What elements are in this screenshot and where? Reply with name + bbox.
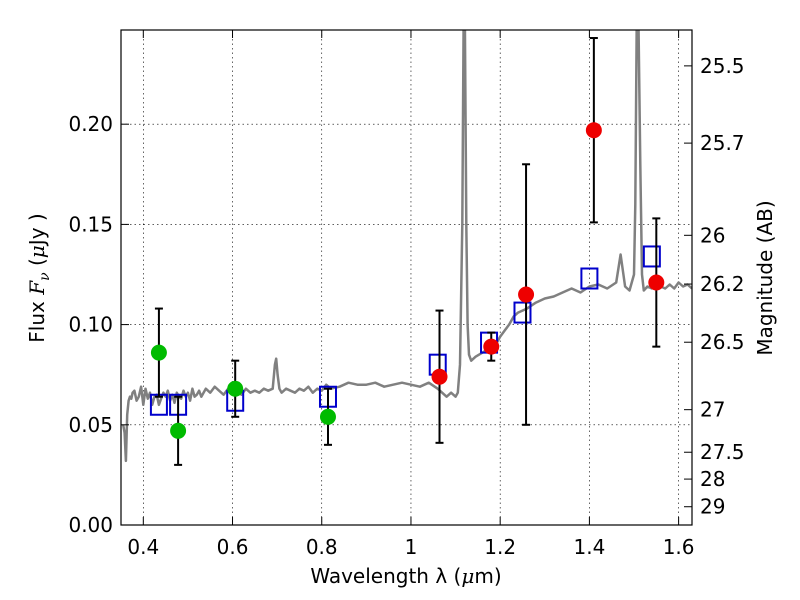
mag-tick-label: 26.5 bbox=[700, 330, 745, 354]
photometry-point bbox=[170, 422, 187, 439]
model-photometry-square bbox=[580, 267, 599, 290]
mag-tick-label: 25.7 bbox=[700, 131, 745, 155]
x-tick-label: 1.6 bbox=[663, 535, 695, 559]
mag-tick-label: 28 bbox=[700, 467, 725, 491]
x-axis-title-mu: μ bbox=[461, 564, 474, 588]
y-axis-title-subscript: ν bbox=[37, 272, 53, 281]
x-axis-title-prefix: Wavelength λ ( bbox=[310, 564, 461, 588]
mag-tick-label: 26 bbox=[700, 223, 725, 247]
x-axis-title: Wavelength λ (μm) bbox=[310, 564, 501, 588]
axis-ticks: 0.4 0.6 0.8 1 1.2 1.4 1.6 0.00 0.05 0.10 0.15 0.20 2… bbox=[68, 30, 745, 559]
y-tick-label: 0.00 bbox=[68, 513, 113, 537]
x-tick-label: 1.4 bbox=[573, 535, 605, 559]
gridlines bbox=[121, 30, 692, 526]
x-axis-title-suffix: m) bbox=[474, 564, 501, 588]
plot-frame bbox=[120, 29, 693, 526]
y-axis-title-symbol: F bbox=[25, 280, 49, 296]
photometry-point bbox=[319, 408, 336, 425]
y-tick-label: 0.05 bbox=[68, 413, 113, 437]
mag-tick-label: 27 bbox=[700, 398, 725, 422]
x-tick-label: 1.2 bbox=[484, 535, 516, 559]
y-axis-title-prefix: Flux bbox=[25, 295, 49, 343]
mag-tick-label: 25.5 bbox=[700, 54, 745, 78]
mag-tick-label: 26.2 bbox=[700, 272, 745, 296]
mag-tick-label: 27.5 bbox=[700, 440, 745, 464]
x-tick-label: 1 bbox=[405, 535, 418, 559]
model-photometry-square bbox=[642, 245, 661, 268]
y-axis-title-unit: Jy ) bbox=[25, 213, 49, 247]
mag-tick-label: 29 bbox=[700, 495, 725, 519]
photometry-point bbox=[227, 380, 244, 397]
photometry-point bbox=[585, 122, 602, 139]
photometry-point bbox=[483, 338, 500, 355]
photometry-point bbox=[518, 286, 535, 303]
y-tick-label: 0.10 bbox=[68, 313, 113, 337]
y-axis-title: Flux Fν (μJy ) bbox=[25, 213, 53, 342]
photometry-point bbox=[648, 274, 665, 291]
y-tick-label: 0.15 bbox=[68, 212, 113, 236]
photometry-point bbox=[150, 344, 167, 361]
y-axis-title-open: ( bbox=[25, 258, 49, 272]
x-tick-label: 0.4 bbox=[127, 535, 159, 559]
plot-area bbox=[121, 30, 692, 466]
photometry-point bbox=[431, 368, 448, 385]
x-tick-label: 0.6 bbox=[217, 535, 249, 559]
y2-axis-title: Magnitude (AB) bbox=[753, 200, 777, 355]
model-photometry-square bbox=[513, 301, 532, 324]
x-tick-label: 0.8 bbox=[306, 535, 338, 559]
y-tick-label: 0.20 bbox=[68, 112, 113, 136]
y-axis-title-mu: μ bbox=[25, 245, 49, 258]
